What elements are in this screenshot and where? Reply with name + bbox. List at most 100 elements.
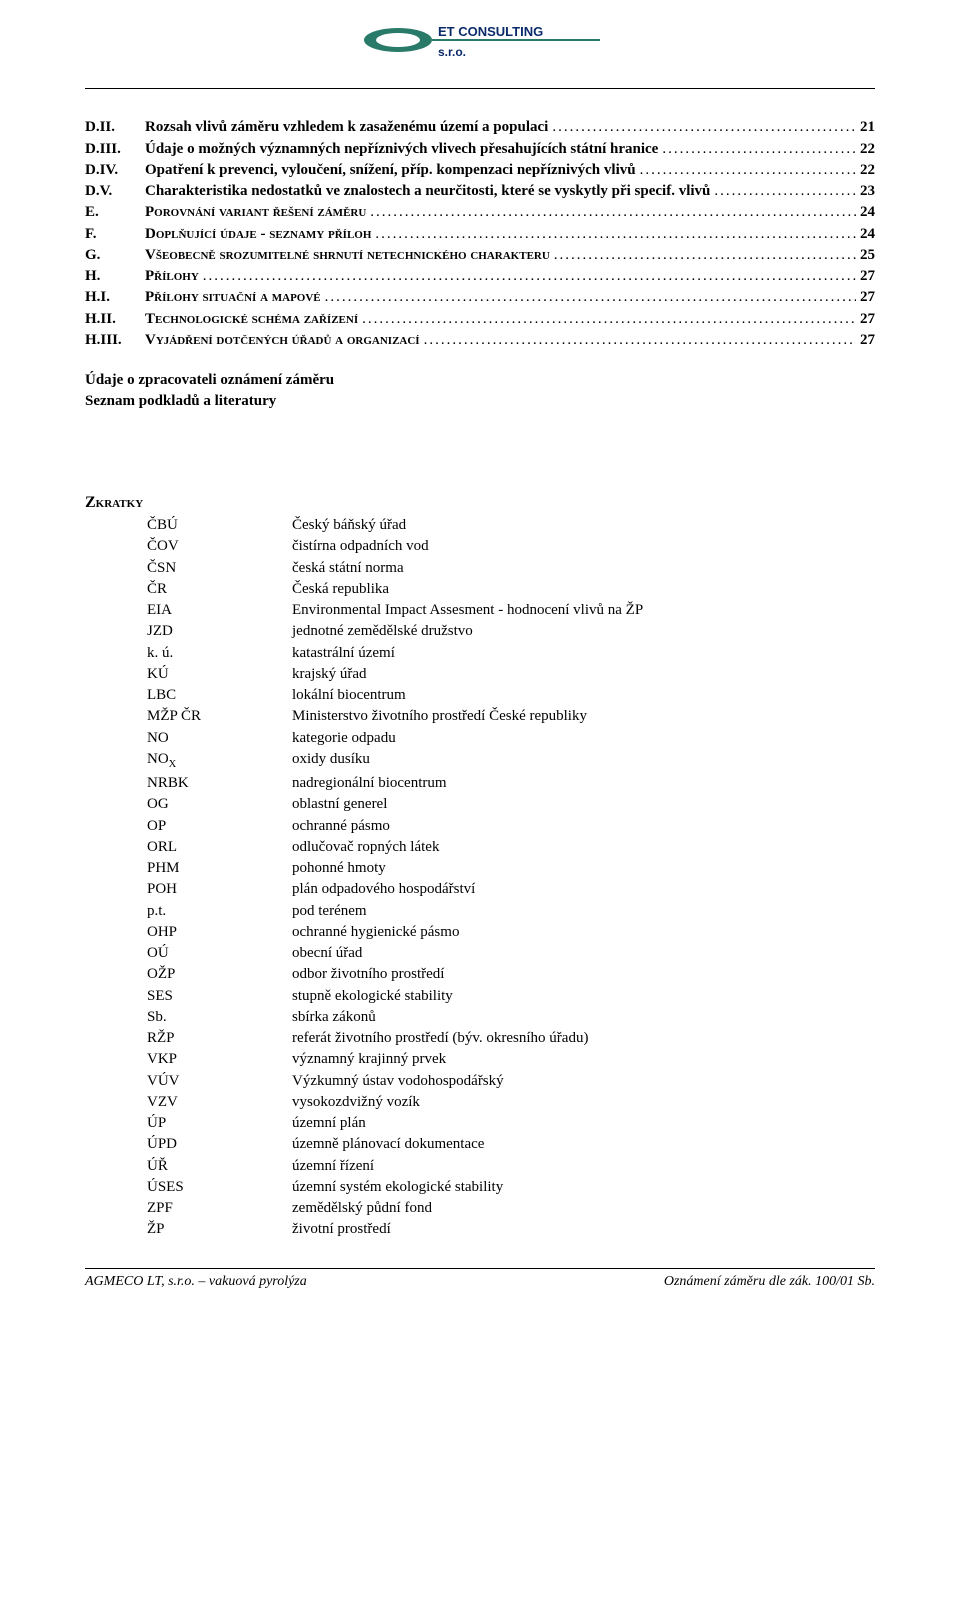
toc-page: 24 <box>860 202 875 222</box>
table-of-contents: D.II.Rozsah vlivů záměru vzhledem k zasa… <box>85 117 875 350</box>
abbrev-row: OŽPodbor životního prostředí <box>147 964 875 984</box>
abbrev-row: PHMpohonné hmoty <box>147 858 875 878</box>
abbrev-value: pohonné hmoty <box>292 858 875 878</box>
abbrev-value: česká státní norma <box>292 558 875 578</box>
toc-number: G. <box>85 245 145 265</box>
abbrev-value: krajský úřad <box>292 664 875 684</box>
post-toc-block: Údaje o zpracovateli oznámení záměru Sez… <box>85 370 875 412</box>
toc-number: D.IV. <box>85 160 145 180</box>
svg-text:s.r.o.: s.r.o. <box>438 45 466 59</box>
abbrev-value: obecní úřad <box>292 943 875 963</box>
abbrev-row: ČBÚČeský báňský úřad <box>147 515 875 535</box>
abbrev-key: Sb. <box>147 1007 292 1027</box>
svg-text:ET CONSULTING: ET CONSULTING <box>438 24 543 39</box>
abbrev-key: ÚŘ <box>147 1156 292 1176</box>
abbrev-value: oxidy dusíku <box>292 749 875 772</box>
toc-title: Údaje o možných významných nepříznivých … <box>145 139 658 159</box>
abbrev-row: ČSNčeská státní norma <box>147 558 875 578</box>
toc-title: Vyjádření dotčených úřadů a organizací <box>145 330 420 350</box>
abbrev-value: plán odpadového hospodářství <box>292 879 875 899</box>
abbrev-row: JZDjednotné zemědělské družstvo <box>147 621 875 641</box>
abbrev-key: VKP <box>147 1049 292 1069</box>
toc-number: H.II. <box>85 309 145 329</box>
abbrev-row: NOXoxidy dusíku <box>147 749 875 772</box>
abbrev-value: Česká republika <box>292 579 875 599</box>
toc-page: 24 <box>860 224 875 244</box>
toc-page: 27 <box>860 309 875 329</box>
abbrev-row: Sb.sbírka zákonů <box>147 1007 875 1027</box>
toc-title: Doplňující údaje - seznamy příloh <box>145 224 371 244</box>
abbrev-value: ochranné hygienické pásmo <box>292 922 875 942</box>
toc-leader <box>714 181 856 201</box>
abbrev-key: OÚ <box>147 943 292 963</box>
abbrev-value: odlučovač ropných látek <box>292 837 875 857</box>
abbrev-row: ČRČeská republika <box>147 579 875 599</box>
abbrev-row: MŽP ČRMinisterstvo životního prostředí Č… <box>147 706 875 726</box>
abbrev-row: ČOVčistírna odpadních vod <box>147 536 875 556</box>
toc-number: D.III. <box>85 139 145 159</box>
abbrev-row: OHPochranné hygienické pásmo <box>147 922 875 942</box>
toc-leader <box>370 202 856 222</box>
abbrev-row: VKPvýznamný krajinný prvek <box>147 1049 875 1069</box>
abbrev-value: čistírna odpadních vod <box>292 536 875 556</box>
toc-number: E. <box>85 202 145 222</box>
abbrev-value: oblastní generel <box>292 794 875 814</box>
abbrev-value: Výzkumný ústav vodohospodářský <box>292 1071 875 1091</box>
toc-number: H. <box>85 266 145 286</box>
post-toc-line: Seznam podkladů a literatury <box>85 391 875 411</box>
abbrev-key: NRBK <box>147 773 292 793</box>
toc-number: D.V. <box>85 181 145 201</box>
abbrev-value: Ministerstvo životního prostředí České r… <box>292 706 875 726</box>
abbrev-key: EIA <box>147 600 292 620</box>
abbrev-key: MŽP ČR <box>147 706 292 726</box>
abbrev-row: OGoblastní generel <box>147 794 875 814</box>
abbrev-key: NO <box>147 728 292 748</box>
page-footer: AGMECO LT, s.r.o. – vakuová pyrolýza Ozn… <box>85 1273 875 1292</box>
abbreviations-table: ČBÚČeský báňský úřadČOVčistírna odpadníc… <box>147 515 875 1239</box>
abbrev-key: ČSN <box>147 558 292 578</box>
abbrev-key: LBC <box>147 685 292 705</box>
abbrev-value: odbor životního prostředí <box>292 964 875 984</box>
abbrev-key: VÚV <box>147 1071 292 1091</box>
abbrev-row: KÚkrajský úřad <box>147 664 875 684</box>
toc-leader <box>325 287 856 307</box>
abbrev-row: k. ú.katastrální území <box>147 643 875 663</box>
abbrev-value: životní prostředí <box>292 1219 875 1239</box>
abbrev-row: LBClokální biocentrum <box>147 685 875 705</box>
abbrev-value: územní systém ekologické stability <box>292 1177 875 1197</box>
toc-row: H.II.Technologické schéma zařízení27 <box>85 309 875 329</box>
abbrev-row: RŽPreferát životního prostředí (býv. okr… <box>147 1028 875 1048</box>
toc-leader <box>362 309 856 329</box>
toc-row: G.Všeobecně srozumitelné shrnutí netechn… <box>85 245 875 265</box>
abbrev-value: referát životního prostředí (býv. okresn… <box>292 1028 875 1048</box>
footer-right: Oznámení záměru dle zák. 100/01 Sb. <box>664 1273 875 1292</box>
abbrev-value: Český báňský úřad <box>292 515 875 535</box>
abbreviations-heading: Zkratky <box>85 492 875 514</box>
toc-row: H.III.Vyjádření dotčených úřadů a organi… <box>85 330 875 350</box>
abbrev-row: NRBKnadregionální biocentrum <box>147 773 875 793</box>
post-toc-line: Údaje o zpracovateli oznámení záměru <box>85 370 875 390</box>
abbrev-key: OP <box>147 816 292 836</box>
toc-page: 21 <box>860 117 875 137</box>
abbrev-row: ZPFzemědělský půdní fond <box>147 1198 875 1218</box>
abbrev-key: PHM <box>147 858 292 878</box>
toc-leader <box>375 224 856 244</box>
toc-title: Všeobecně srozumitelné shrnutí netechnic… <box>145 245 550 265</box>
abbrev-row: ÚSESúzemní systém ekologické stability <box>147 1177 875 1197</box>
toc-row: D.V.Charakteristika nedostatků ve znalos… <box>85 181 875 201</box>
abbrev-row: ÚPDúzemně plánovací dokumentace <box>147 1134 875 1154</box>
toc-row: H.Přílohy27 <box>85 266 875 286</box>
toc-number: D.II. <box>85 117 145 137</box>
footer-left: AGMECO LT, s.r.o. – vakuová pyrolýza <box>85 1273 307 1292</box>
abbrev-key: NOX <box>147 749 292 772</box>
abbrev-key: SES <box>147 986 292 1006</box>
abbrev-row: ORLodlučovač ropných látek <box>147 837 875 857</box>
toc-row: D.III.Údaje o možných významných nepřízn… <box>85 139 875 159</box>
abbrev-row: ÚPúzemní plán <box>147 1113 875 1133</box>
abbrev-key: OŽP <box>147 964 292 984</box>
abbrev-row: NOkategorie odpadu <box>147 728 875 748</box>
abbrev-value: pod terénem <box>292 901 875 921</box>
abbrev-row: VÚVVýzkumný ústav vodohospodářský <box>147 1071 875 1091</box>
abbrev-key: ÚPD <box>147 1134 292 1154</box>
abbrev-value: územní plán <box>292 1113 875 1133</box>
